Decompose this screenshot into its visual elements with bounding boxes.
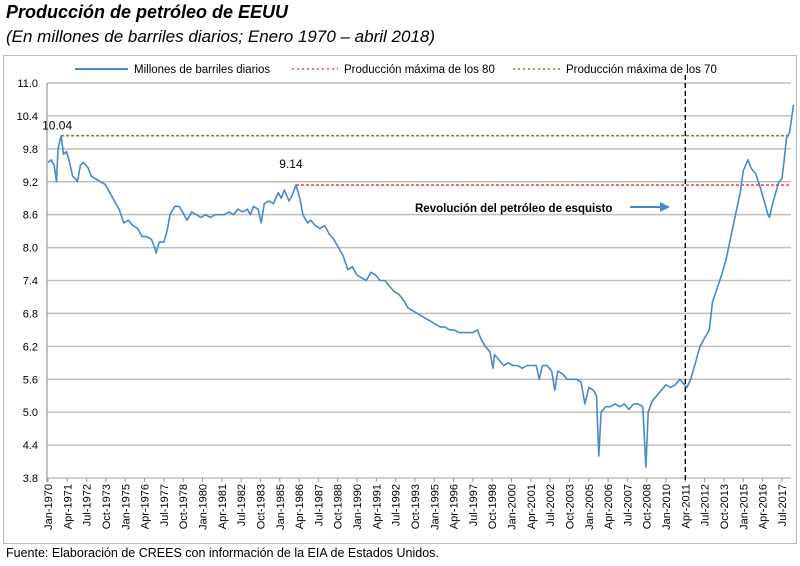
x-tick-label: Apr-2016 [758,484,770,529]
x-tick-label: Oct-2008 [642,484,654,529]
x-tick-label: Jan-1970 [43,484,55,530]
x-tick-label: Apr-1971 [62,484,74,529]
legend-label-max70: Producción máxima de los 70 [566,64,717,76]
x-tick-label: Jul-2017 [777,484,789,526]
x-tick-label: Apr-1986 [294,484,306,529]
y-tick-label: 9.8 [23,144,38,156]
x-tick-label: Jan-1990 [352,484,364,530]
y-tick-label: 7.4 [23,276,38,288]
y-tick-label: 8.0 [23,243,38,255]
x-tick-label: Apr-1991 [371,484,383,529]
y-tick-label: 5.0 [23,407,38,419]
x-tick-label: Jul-1992 [391,484,403,526]
x-tick-label: Jul-1987 [313,484,325,526]
x-tick-label: Oct-1988 [333,484,345,529]
production-series-line [47,104,795,468]
y-tick-label: 4.4 [23,440,38,452]
x-tick-label: Jan-1975 [120,484,132,530]
x-tick-label: Oct-1983 [255,484,267,529]
legend-label-max80: Producción máxima de los 80 [344,64,495,76]
x-tick-label: Jan-1980 [198,484,210,530]
annotation-arrowhead-icon [660,202,670,212]
y-tick-label: 8.6 [23,210,38,222]
y-tick-label: 11.0 [17,78,38,90]
x-tick-label: Apr-1996 [449,484,461,529]
x-tick-label: Apr-1976 [140,484,152,529]
x-tick-label: Apr-2001 [526,484,538,529]
y-tick-label: 9.2 [23,177,38,189]
chart-svg: 11.0 10.4 9.8 9.2 8.6 8.0 7.4 6.8 6.2 5.6 5.0 4.4 3.… [17,64,795,530]
y-tick-label: 10.4 [17,111,38,123]
x-tick-label: Jan-2000 [507,484,519,530]
y-tick-label: 6.8 [23,308,38,320]
chart-title: Producción de petróleo de EEUU [6,2,289,22]
y-tick-label: 3.8 [23,473,38,485]
x-tick-label: Jul-2002 [545,484,557,526]
x-tick-label: Jan-1985 [275,484,287,530]
source-footer: Fuente: Elaboración de CREES con informa… [6,546,439,560]
legend-label-series: Millones de barriles diarios [134,64,270,76]
x-tick-label: Jan-2015 [738,484,750,530]
peak-label-80s: 9.14 [279,157,303,171]
annotation-text: Revolución del petróleo de esquisto [415,203,612,215]
chart-subtitle: (En millones de barriles diarios; Enero … [6,27,436,46]
x-tick-label: Jul-1972 [82,484,94,526]
x-tick-label: Oct-2003 [564,484,576,529]
x-tick-label: Jul-1982 [236,484,248,526]
y-tick-label: 6.2 [23,341,38,353]
chart-frame [3,55,797,544]
x-tick-label: Oct-1998 [487,484,499,529]
x-tick-label: Apr-2011 [680,484,692,528]
x-tick-label: Apr-2006 [603,484,615,529]
x-tick-label: Jul-1977 [159,484,171,526]
x-tick-label: Apr-1981 [217,484,229,529]
x-tick-label: Jul-2007 [622,484,634,526]
x-tick-label: Oct-1973 [101,484,113,529]
x-tick-label: Oct-2013 [719,484,731,529]
x-tick-label: Jan-2010 [661,484,673,530]
x-tick-label: Oct-1978 [178,484,190,529]
peak-label-70s: 10.04 [42,119,72,133]
x-tick-label: Jul-2012 [700,484,712,526]
x-tick-label: Jan-2005 [584,484,596,530]
x-tick-label: Oct-1993 [410,484,422,529]
x-tick-label: Jan-1995 [429,484,441,530]
y-tick-label: 5.6 [23,374,38,386]
x-tick-label: Jul-1997 [468,484,480,526]
